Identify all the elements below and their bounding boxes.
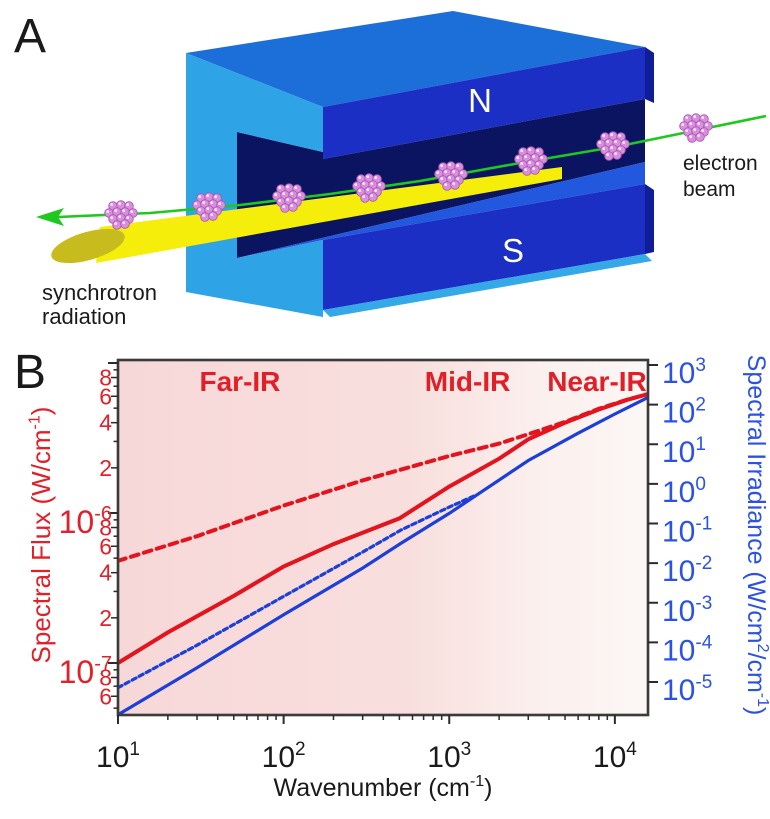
magnet-north-top-face: [186, 11, 645, 107]
curve-spectral-flux-dashed: [118, 392, 648, 563]
electron-bunch: [192, 192, 226, 222]
y-left-axis-title: Spectral Flux (W/cm-1): [26, 407, 56, 664]
electron-beam-arrowhead-icon: [36, 208, 64, 226]
y-right-tick-label: 100: [662, 474, 706, 509]
magnet-south-end-face: [645, 184, 654, 254]
y-left-major-label: 10-7: [59, 653, 112, 690]
y-right-tick-label: 10-3: [662, 593, 712, 628]
axis-titles: Spectral Flux (W/cm-1) Spectral Irradianc…: [26, 355, 770, 802]
electron-bunches: [104, 113, 713, 230]
y-left-minor-label: 2: [99, 455, 112, 481]
x-tick-label: 101: [96, 739, 140, 774]
synchrotron-radiation-cone: [96, 167, 562, 263]
y-left-minor-label: 6: [99, 383, 112, 409]
curve-spectral-irradiance-solid: [118, 395, 648, 715]
y-left-minor-label: 8: [99, 515, 112, 541]
x-tick-label: 103: [427, 739, 471, 774]
electron-bunch: [596, 131, 630, 161]
y-left-minor-label: 6: [99, 533, 112, 559]
magnet-yoke-front-face: [186, 53, 323, 317]
right-axis-ticks: 103 102 101 100 10-1 10-2 10-3 10-4 10-5: [648, 355, 713, 707]
y-left-minor-label: 8: [99, 665, 112, 691]
x-axis-ticks: 101 102 103 104: [96, 715, 637, 774]
x-tick-label: 102: [262, 739, 306, 774]
y-right-tick-label: 101: [662, 434, 706, 469]
y-right-tick-label: 10-2: [662, 553, 712, 588]
electron-beam-label-line2: beam: [683, 178, 736, 201]
synchrotron-radiation-cone-cap: [51, 228, 125, 264]
electron-bunch: [352, 173, 386, 203]
y-left-minor-label: 2: [99, 605, 112, 631]
y-left-minor-label: 4: [99, 410, 112, 436]
magnet-north-front-face: [323, 47, 645, 159]
magnet-south-front-face: [323, 184, 645, 310]
ir-region-labels: Far-IR Mid-IR Near-IR: [200, 366, 647, 397]
y-right-tick-label: 103: [662, 355, 706, 390]
y-right-tick-label: 10-5: [662, 672, 712, 707]
y-right-tick-label: 10-4: [662, 632, 713, 667]
y-right-tick-label: 10-1: [662, 514, 712, 549]
magnet-north-end-face: [645, 47, 654, 103]
panel-b-label: B: [14, 346, 46, 399]
plot-curves: [118, 392, 648, 715]
y-right-axis-title: Spectral Irradiance (W/cm2/cm-1): [742, 355, 770, 716]
y-right-tick-label: 102: [662, 395, 706, 430]
y-left-major-label: 10-6: [59, 503, 112, 540]
synchrotron-radiation-label-line2: radiation: [42, 304, 126, 329]
electron-bunch: [679, 113, 713, 143]
region-label-near-ir: Near-IR: [547, 366, 647, 397]
panel-a-label: A: [14, 10, 46, 63]
x-axis-title: Wavenumber (cm-1): [274, 773, 493, 802]
magnet-north-pole-label: N: [468, 82, 492, 119]
region-label-mid-ir: Mid-IR: [425, 366, 511, 397]
magnet-south-top-face: [237, 162, 645, 258]
electron-bunch: [104, 200, 138, 230]
electron-bunch: [514, 146, 548, 176]
y-left-minor-label: 8: [99, 365, 112, 391]
electron-beam-label-line1: electron: [683, 152, 758, 175]
region-label-far-ir: Far-IR: [200, 366, 281, 397]
magnet-south-bottom-face: [323, 254, 652, 317]
panel-a-magnet-diagram: A N S electron beam synchrotron radiatio…: [14, 10, 767, 329]
x-tick-label: 104: [593, 739, 637, 774]
electron-bunch: [272, 183, 306, 213]
synchrotron-radiation-label-line1: synchrotron: [42, 280, 157, 305]
plot-area: [116, 358, 650, 717]
electron-bunch: [434, 161, 468, 191]
y-left-minor-label: 6: [99, 683, 112, 709]
magnet-south-pole-label: S: [502, 232, 524, 269]
y-left-minor-label: 4: [99, 560, 112, 586]
curve-spectral-irradiance-dashed: [118, 494, 475, 690]
